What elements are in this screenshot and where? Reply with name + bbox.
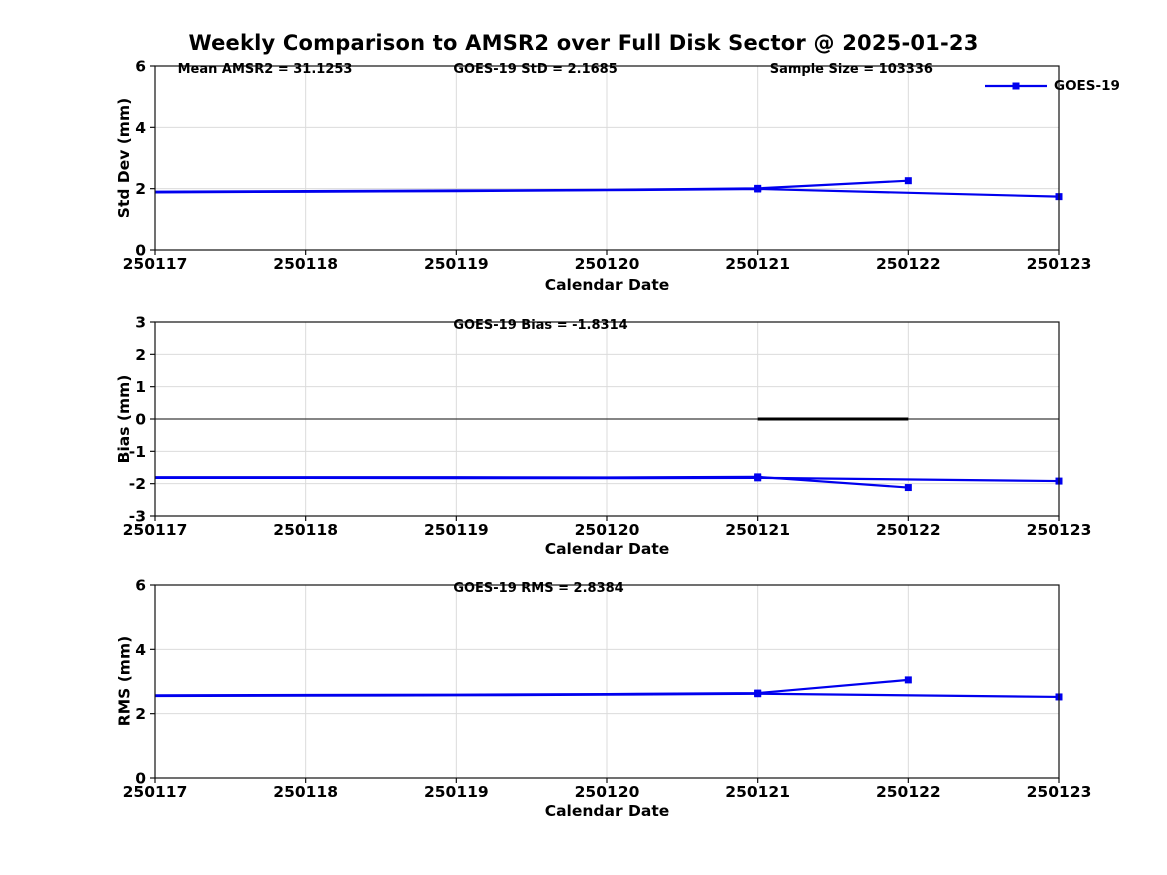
y-tick-label: 2 (135, 346, 146, 364)
series-line (154, 187, 1060, 198)
x-tick-label: 250121 (725, 521, 790, 539)
x-tick-label: 250119 (424, 521, 489, 539)
y-tick-label: 0 (135, 770, 146, 788)
y-tick-label: -3 (129, 508, 146, 526)
x-tick-label: 250121 (725, 783, 790, 801)
y-tick-label: -1 (129, 443, 146, 461)
y-tick-label: 0 (135, 411, 146, 429)
x-tick-label: 250122 (876, 255, 941, 273)
x-tick-label: 250123 (1027, 783, 1092, 801)
series-square-marker (754, 474, 762, 482)
series-square-marker (754, 185, 762, 193)
x-tick-label: 250120 (575, 255, 640, 273)
x-tick-label: 250117 (123, 521, 188, 539)
x-tick-label: 250122 (876, 783, 941, 801)
x-tick-label: 250119 (424, 783, 489, 801)
x-tick-label: 250118 (273, 783, 338, 801)
series-line (155, 476, 1060, 483)
x-tick-label: 250121 (725, 255, 790, 273)
x-tick-label: 250120 (575, 783, 640, 801)
y-tick-label: 4 (135, 641, 146, 659)
legend-line-sample (985, 82, 1047, 90)
legend-square-marker-icon (1012, 82, 1020, 90)
x-tick-label: 250117 (123, 255, 188, 273)
series-square-marker (904, 177, 912, 185)
annotation-text: GOES-19 StD = 2.1685 (453, 62, 617, 77)
rms-x-axis-label: Calendar Date (544, 802, 670, 820)
y-tick-label: 2 (135, 705, 146, 723)
x-tick-label: 250120 (575, 521, 640, 539)
y-tick-label: 2 (135, 180, 146, 198)
annotation-text: Mean AMSR2 = 31.1253 (178, 62, 353, 77)
x-tick-label: 250118 (273, 255, 338, 273)
rms-y-axis-label: RMS (mm) (115, 635, 134, 727)
x-tick-label: 250123 (1027, 255, 1092, 273)
y-tick-label: 6 (135, 577, 146, 595)
rms-subplot: 0 2 4 6 250117 250118 250119 250120 250121 250122… (123, 577, 1092, 802)
bias-x-axis-label: Calendar Date (544, 540, 670, 558)
x-tick-label: 250119 (424, 255, 489, 273)
y-tick-label: 3 (135, 314, 146, 332)
y-tick-label: -2 (129, 475, 146, 493)
legend: GOES-19 (985, 77, 1120, 95)
series-square-marker (904, 676, 912, 684)
stddev-x-axis-label: Calendar Date (544, 276, 670, 294)
y-tick-label: 0 (135, 242, 146, 260)
annotation-text: GOES-19 RMS = 2.8384 (453, 581, 623, 596)
annotation-text: GOES-19 Bias = -1.8314 (453, 318, 627, 333)
series-line (154, 692, 1060, 699)
series-line (154, 678, 909, 697)
bias-y-axis-label: Bias (mm) (115, 374, 133, 464)
annotation-text: Sample Size = 103336 (770, 62, 933, 77)
figure-title: Weekly Comparison to AMSR2 over Full Dis… (188, 31, 979, 55)
series-square-marker (754, 690, 762, 698)
x-tick-label: 250117 (123, 783, 188, 801)
x-tick-label: 250122 (876, 521, 941, 539)
series-square-marker (904, 484, 912, 492)
y-tick-label: 6 (135, 58, 146, 76)
y-tick-label: 4 (135, 119, 146, 137)
stddev-y-axis-label: Std Dev (mm) (115, 97, 133, 219)
y-tick-label: 1 (135, 378, 146, 396)
stddev-subplot: 0 2 4 6 250117 250118 250119 250120 250121 250122… (123, 58, 1092, 274)
x-tick-label: 250118 (273, 521, 338, 539)
x-tick-label: 250123 (1027, 521, 1092, 539)
legend-label: GOES-19 (1054, 78, 1120, 94)
